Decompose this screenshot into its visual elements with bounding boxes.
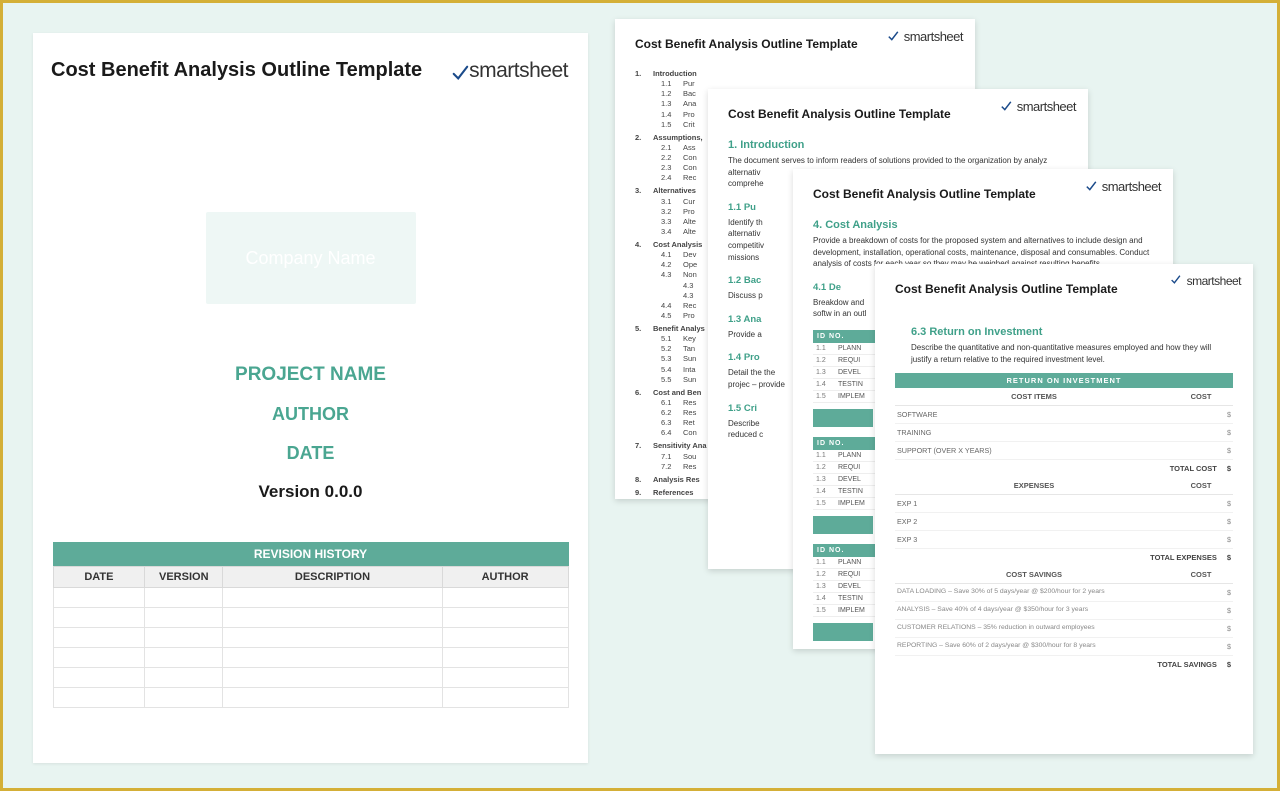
col-date: DATE <box>53 567 145 588</box>
cover-page: Cost Benefit Analysis Outline Template s… <box>33 33 588 763</box>
cost-items-header: COST ITEMS COST <box>895 388 1233 406</box>
section-1-5-body: Describe reduced c <box>728 418 788 441</box>
logo-text: smartsheet <box>1102 179 1161 194</box>
project-name: PROJECT NAME <box>33 364 588 386</box>
col-description: DESCRIPTION <box>223 567 442 588</box>
section-1-1-body: Identify th alternativ competitiv missio… <box>728 217 788 263</box>
revision-rows <box>53 588 568 708</box>
section-1-4-body: Detail the the projec – provide <box>728 367 788 390</box>
check-icon <box>451 64 465 78</box>
total-cost: TOTAL COST $ <box>895 460 1233 477</box>
cost-items-rows: SOFTWARE$TRAINING$SUPPORT (OVER X YEARS)… <box>895 406 1233 460</box>
check-icon <box>887 30 901 44</box>
company-name-box: Company Name <box>206 212 416 304</box>
roi-band: RETURN ON INVESTMENT <box>895 373 1233 388</box>
revision-history-table: REVISION HISTORY DATE VERSION DESCRIPTIO… <box>53 542 569 708</box>
logo-text: smartsheet <box>1187 274 1241 288</box>
check-icon <box>1000 100 1014 114</box>
savings-rows: DATA LOADING – Save 30% of 5 days/year @… <box>895 584 1233 656</box>
check-icon <box>1085 180 1099 194</box>
date: DATE <box>33 443 588 464</box>
savings-header: COST SAVINGS COST <box>895 566 1233 584</box>
logo: smartsheet <box>1085 179 1161 194</box>
thumb-page-roi: Cost Benefit Analysis Outline Template s… <box>875 264 1253 754</box>
expenses-rows: EXP 1$EXP 2$EXP 3$ <box>895 495 1233 549</box>
col-version: VERSION <box>145 567 223 588</box>
logo: smartsheet <box>1000 99 1076 114</box>
section-6-3: 6.3 Return on Investment <box>895 326 1233 338</box>
logo: smartsheet <box>1170 274 1241 288</box>
cover-meta: PROJECT NAME AUTHOR DATE Version 0.0.0 <box>33 364 588 502</box>
section-6-3-body: Describe the quantitative and non-quanti… <box>895 342 1233 365</box>
author: AUTHOR <box>33 404 588 425</box>
section-4: 4. Cost Analysis <box>813 219 1153 231</box>
total-expenses: TOTAL EXPENSES $ <box>895 549 1233 566</box>
section-4-1-body: Breakdow and softw in an outl <box>813 297 873 320</box>
total-savings: TOTAL SAVINGS $ <box>895 656 1233 673</box>
section-1: 1. Introduction <box>728 139 1068 151</box>
check-icon <box>1170 274 1184 288</box>
logo-text: smartsheet <box>469 59 568 83</box>
logo: smartsheet <box>451 59 568 83</box>
expenses-header: EXPENSES COST <box>895 477 1233 495</box>
logo: smartsheet <box>887 29 963 44</box>
logo-text: smartsheet <box>904 29 963 44</box>
revision-caption: REVISION HISTORY <box>53 542 569 566</box>
col-author: AUTHOR <box>442 567 568 588</box>
version: Version 0.0.0 <box>33 482 588 502</box>
canvas: Cost Benefit Analysis Outline Template s… <box>3 3 1277 788</box>
logo-text: smartsheet <box>1017 99 1076 114</box>
